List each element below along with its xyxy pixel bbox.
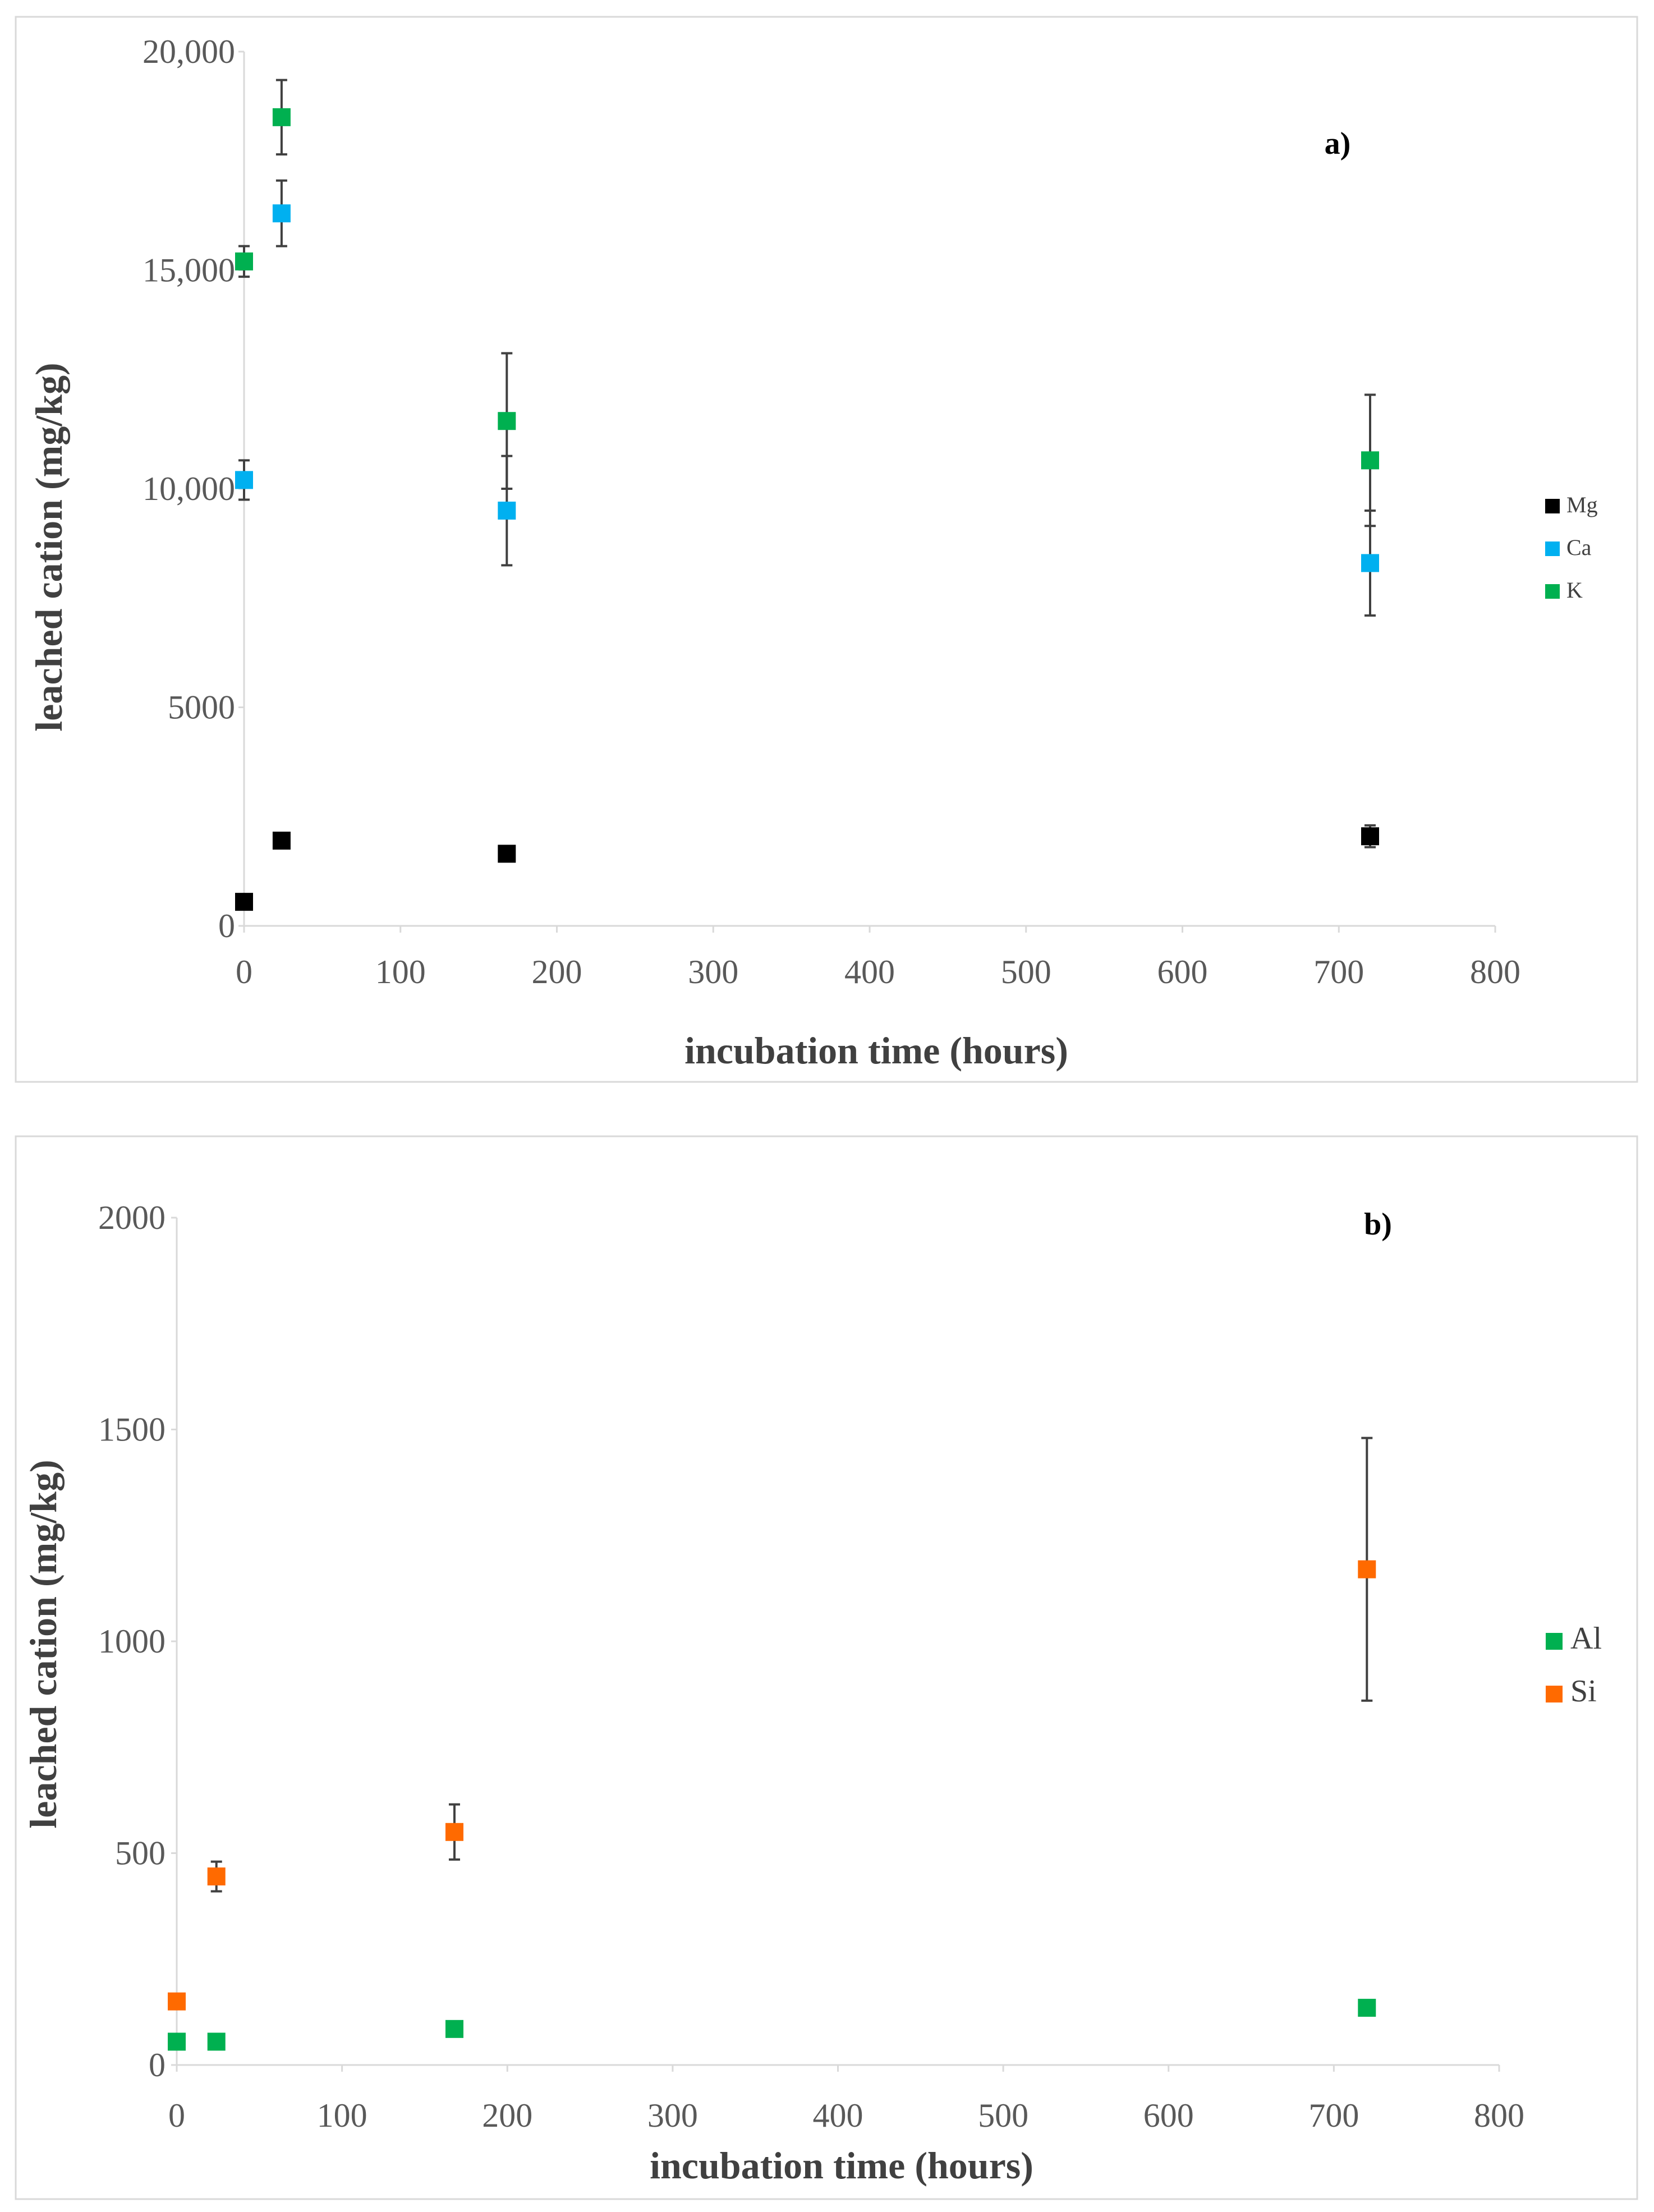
x-tick-label: 0 — [168, 2097, 185, 2134]
legend-label: Ca — [1566, 535, 1592, 560]
x-tick-label: 800 — [1470, 953, 1520, 990]
data-point-si — [207, 1867, 226, 1886]
y-tick-label: 20,000 — [143, 33, 235, 70]
data-point-k — [1361, 451, 1379, 470]
legend-label: K — [1566, 577, 1583, 603]
panel-b-chart: b) incubation time (hours) leached catio… — [22, 1199, 1602, 2187]
data-point-mg — [272, 832, 291, 850]
data-point-ca — [498, 501, 516, 520]
data-point-si — [168, 1992, 186, 2011]
legend-label: Si — [1570, 1674, 1597, 1709]
data-point-k — [235, 252, 253, 270]
legend-swatch — [1545, 541, 1560, 556]
series-al — [168, 1999, 1376, 2051]
y-tick-label: 5000 — [168, 689, 235, 726]
legend-swatch — [1545, 584, 1560, 599]
data-point-ca — [272, 204, 291, 223]
panel-b-frame — [15, 1135, 1638, 2200]
panel-a-chart: a) incubation time (hours) leached catio… — [27, 33, 1598, 1072]
data-point-si — [445, 1823, 463, 1841]
data-point-mg — [235, 893, 253, 911]
data-point-al — [1358, 1999, 1376, 2017]
y-tick-label: 1000 — [98, 1623, 166, 1660]
panel-a-legend: Mg Ca K — [1545, 492, 1598, 603]
x-tick-label: 400 — [844, 953, 895, 990]
data-point-al — [445, 2020, 463, 2038]
y-tick-label: 10,000 — [143, 470, 235, 507]
data-point-al — [207, 2032, 226, 2051]
y-tick-label: 1500 — [98, 1411, 166, 1448]
data-point-si — [1358, 1560, 1376, 1578]
data-point-mg — [1361, 827, 1379, 846]
panel-b-y-axis-title: leached cation (mg/kg) — [22, 1460, 65, 1828]
x-tick-label: 600 — [1157, 953, 1208, 990]
x-tick-label: 300 — [647, 2097, 698, 2134]
x-tick-label: 600 — [1143, 2097, 1194, 2134]
x-tick-label: 700 — [1313, 953, 1364, 990]
data-point-al — [168, 2032, 186, 2051]
x-tick-label: 0 — [236, 953, 252, 990]
y-tick-label: 500 — [115, 1835, 166, 1872]
data-point-k — [498, 412, 516, 430]
series-mg — [235, 824, 1379, 911]
legend-swatch — [1545, 499, 1560, 513]
series-k — [235, 79, 1379, 527]
data-point-k — [272, 108, 291, 126]
x-tick-label: 500 — [978, 2097, 1028, 2134]
data-point-ca — [235, 471, 253, 489]
x-tick-label: 400 — [813, 2097, 863, 2134]
x-tick-label: 800 — [1474, 2097, 1524, 2134]
legend-swatch — [1546, 1686, 1563, 1702]
x-tick-label: 200 — [482, 2097, 532, 2134]
panel-b-x-axis-title: incubation time (hours) — [650, 2144, 1033, 2187]
x-tick-label: 700 — [1308, 2097, 1359, 2134]
y-tick-label: 0 — [218, 907, 235, 944]
y-tick-label: 15,000 — [143, 252, 235, 289]
panel-a-y-axis-title: leached cation (mg/kg) — [27, 362, 70, 731]
panel-b-label: b) — [1364, 1207, 1392, 1242]
y-tick-label: 0 — [149, 2046, 166, 2083]
x-tick-label: 100 — [317, 2097, 367, 2134]
panel-a-label: a) — [1325, 126, 1351, 161]
legend-swatch — [1546, 1633, 1563, 1650]
legend-label: Mg — [1566, 492, 1598, 517]
x-tick-label: 500 — [1001, 953, 1051, 990]
y-tick-label: 2000 — [98, 1199, 166, 1236]
panel-a-x-axis-title: incubation time (hours) — [684, 1029, 1068, 1072]
legend-label: Al — [1570, 1621, 1602, 1656]
x-tick-label: 200 — [532, 953, 582, 990]
panel-b-legend: Al Si — [1546, 1621, 1602, 1709]
panel-a-frame — [15, 16, 1638, 1083]
data-point-ca — [1361, 554, 1379, 572]
data-point-mg — [498, 845, 516, 863]
x-tick-label: 300 — [688, 953, 738, 990]
x-tick-label: 100 — [375, 953, 426, 990]
series-si — [168, 1437, 1376, 2011]
